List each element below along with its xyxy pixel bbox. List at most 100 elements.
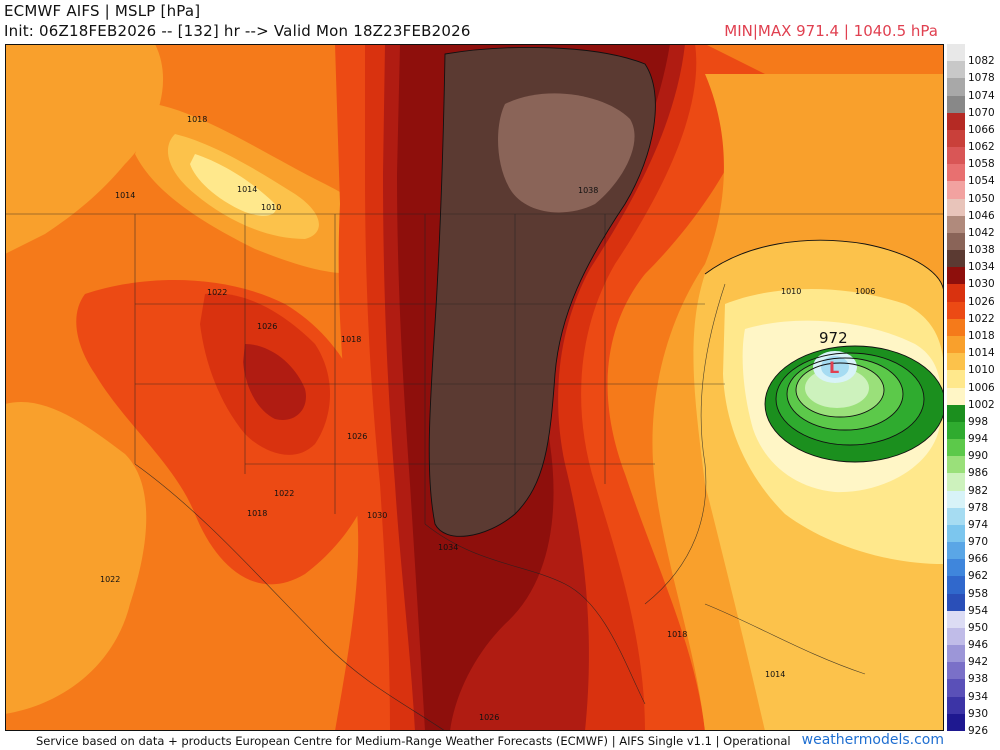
scale-label: 1078 [968, 72, 995, 85]
scale-label: 1026 [968, 295, 995, 308]
scale-label: 1046 [968, 209, 995, 222]
scale-label: 954 [968, 604, 989, 617]
scale-swatch [947, 627, 965, 646]
scale-label: 938 [968, 673, 989, 686]
field-1030-southwest [243, 344, 306, 420]
scale-swatch [947, 387, 965, 406]
scale-swatch [947, 250, 965, 268]
isobar-label: 1018 [667, 630, 687, 639]
scale-label: 982 [968, 484, 989, 497]
scale-label: 942 [968, 656, 989, 669]
scale-swatch [947, 232, 965, 251]
scale-swatch [947, 301, 965, 320]
scale-swatch [947, 576, 965, 595]
scale-label: 974 [968, 518, 989, 531]
scale-swatch [947, 215, 965, 234]
scale-swatch [947, 181, 965, 200]
isobar-label: 1026 [479, 713, 499, 722]
isobar-label: 1026 [257, 322, 277, 331]
scale-swatch [947, 439, 965, 457]
mslp-map: 1018 1014 1014 1010 1022 1026 1018 1026 … [5, 44, 944, 731]
scale-swatch [947, 490, 965, 509]
field-1042-core [498, 93, 635, 213]
boundary-lines [5, 213, 944, 731]
scale-swatch [947, 284, 965, 303]
scale-label: 1082 [968, 55, 995, 68]
scale-swatch [947, 593, 965, 612]
data-credit: Service based on data + products Europea… [36, 734, 791, 748]
scale-label: 994 [968, 433, 989, 446]
scale-label: 1062 [968, 141, 995, 154]
isobar-label: 1010 [781, 287, 801, 296]
isobar-label: 1026 [347, 432, 367, 441]
scale-label: 978 [968, 501, 989, 514]
scale-swatch [947, 696, 965, 715]
scale-swatch [947, 95, 965, 114]
scale-swatch [947, 44, 965, 62]
scale-swatch [947, 129, 965, 148]
scale-label: 990 [968, 450, 989, 463]
scale-label: 1058 [968, 158, 995, 171]
map-title: ECMWF AIFS | MSLP [hPa] [4, 2, 201, 20]
isobar-label: 1030 [367, 511, 387, 520]
scale-label: 930 [968, 707, 989, 720]
scale-label: 970 [968, 536, 989, 549]
isobar-lines [428, 46, 944, 537]
scale-label: 1042 [968, 226, 995, 239]
scale-swatch [947, 473, 965, 492]
scale-label: 966 [968, 553, 989, 566]
scale-label: 1018 [968, 329, 995, 342]
scale-label: 1010 [968, 364, 995, 377]
scale-swatch [947, 456, 965, 474]
scale-swatch [947, 267, 965, 285]
low-center-value: 972 [819, 329, 848, 347]
scale-label: 1002 [968, 398, 995, 411]
isobar-label: 1038 [578, 186, 598, 195]
min-max-readout: MIN|MAX 971.4 | 1040.5 hPa [724, 22, 938, 40]
scale-swatch [947, 353, 965, 371]
scale-swatch [947, 507, 965, 526]
scale-label: 950 [968, 621, 989, 634]
isobar-label: 1010 [261, 203, 281, 212]
isobar-label: 1018 [247, 509, 267, 518]
scale-swatch [947, 421, 965, 440]
scale-swatch [947, 78, 965, 97]
scale-swatch [947, 404, 965, 423]
scale-label: 934 [968, 690, 989, 703]
scale-label: 1070 [968, 106, 995, 119]
scale-swatch [947, 524, 965, 543]
brand-link[interactable]: weathermodels.com [801, 732, 944, 748]
scale-label: 1050 [968, 192, 995, 205]
isobar-label: 1014 [765, 670, 785, 679]
scale-label: 1034 [968, 261, 995, 274]
isobar-label: 1014 [237, 185, 257, 194]
scale-label: 958 [968, 587, 989, 600]
scale-swatch [947, 198, 965, 217]
low-center-symbol: L [829, 358, 839, 377]
scale-label: 1006 [968, 381, 995, 394]
field-974-core [821, 356, 849, 378]
scale-swatch [947, 713, 965, 732]
scale-label: 1074 [968, 89, 995, 102]
field-1014-pacific-south [5, 402, 147, 714]
scale-swatch [947, 112, 965, 131]
scale-label: 998 [968, 415, 989, 428]
isobar-label: 1006 [855, 287, 875, 296]
scale-label: 926 [968, 725, 989, 737]
isobar-label: 1022 [274, 489, 294, 498]
scale-label: 1054 [968, 175, 995, 188]
scale-swatch [947, 679, 965, 698]
scale-label: 1022 [968, 312, 995, 325]
field-1014-pacific-north [5, 44, 164, 254]
scale-label: 1038 [968, 244, 995, 257]
scale-swatch [947, 318, 965, 337]
init-valid-line: Init: 06Z18FEB2026 -- [132] hr --> Valid… [4, 22, 471, 40]
isobar-label: 1018 [187, 115, 207, 124]
scale-swatch [947, 662, 965, 680]
scale-swatch [947, 559, 965, 577]
map-border [5, 44, 944, 731]
scale-label: 946 [968, 639, 989, 652]
isobar-label: 1014 [115, 191, 135, 200]
scale-swatch [947, 335, 965, 354]
scale-swatch [947, 164, 965, 182]
